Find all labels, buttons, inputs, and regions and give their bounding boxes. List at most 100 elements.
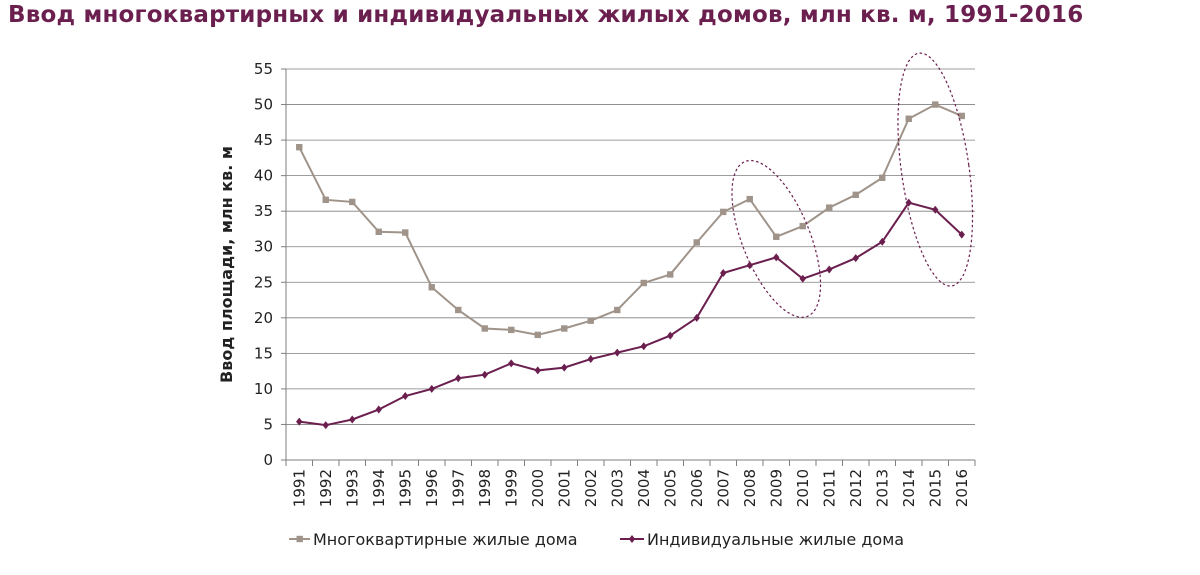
x-tick-label: 1996 (423, 469, 441, 507)
x-tick-label: 2003 (608, 469, 626, 507)
data-point (402, 229, 409, 236)
x-tick-labels: 1991 1992 1993 1994 1995 1996 1997 1998 1999 2000… (290, 469, 971, 507)
data-point (826, 204, 833, 211)
data-point (932, 205, 939, 214)
x-tick-label: 2013 (873, 469, 891, 507)
y-tick-labels: 0 5 10 15 20 25 30 35 40 45 50 55 (254, 60, 273, 469)
x-tick-label: 2007 (714, 469, 732, 507)
y-tick-label: 35 (254, 202, 273, 220)
data-point (534, 366, 541, 375)
x-tick-label: 1992 (317, 469, 335, 507)
data-point (905, 115, 912, 122)
y-tick-label: 20 (254, 309, 273, 327)
data-point (614, 306, 621, 314)
y-tick-label: 30 (254, 238, 273, 256)
x-tick-label: 2009 (767, 469, 785, 507)
data-point (587, 355, 594, 364)
y-tick-label: 25 (254, 273, 273, 291)
data-point (799, 274, 806, 283)
data-point (455, 306, 462, 314)
legend-marker-diamond (628, 535, 636, 543)
data-point (402, 392, 409, 401)
x-tick-label: 1991 (290, 469, 308, 507)
data-point (296, 417, 303, 426)
x-tick-label: 2001 (555, 469, 573, 507)
legend-label: Индивидуальные жилые дома (647, 530, 904, 549)
data-point (561, 363, 568, 372)
series-line (298, 103, 963, 336)
data-point (428, 284, 435, 291)
data-point (455, 374, 462, 383)
series-line (299, 201, 963, 427)
data-point (322, 196, 329, 204)
x-tick-label: 2011 (820, 469, 838, 507)
data-point (375, 228, 382, 235)
data-point (852, 254, 859, 263)
x-tick-label: 1994 (370, 469, 388, 507)
data-point (587, 317, 594, 324)
data-point (640, 279, 647, 287)
annotations (731, 52, 974, 318)
x-tick-label: 2012 (847, 469, 865, 507)
data-point (508, 359, 515, 368)
highlight-ellipse (731, 159, 822, 318)
data-point (746, 195, 753, 203)
x-tick-label: 2016 (953, 469, 971, 507)
x-tick-label: 1998 (476, 469, 494, 507)
data-point (879, 174, 886, 181)
data-point (349, 198, 356, 206)
data-point (852, 191, 859, 199)
x-tick-label: 2005 (661, 469, 679, 507)
data-point (481, 370, 488, 379)
data-point (879, 237, 886, 246)
y-tick-label: 10 (254, 380, 273, 398)
x-tick-label: 2015 (926, 469, 944, 507)
x-tick-label: 2014 (900, 469, 918, 507)
highlight-ellipse (897, 52, 974, 287)
series-2 (296, 198, 965, 430)
data-point (349, 415, 356, 424)
data-point (720, 208, 727, 216)
legend-item-series-1: Многоквартирные жилые дома (289, 530, 578, 549)
y-tick-label: 15 (254, 344, 273, 362)
data-point (561, 325, 568, 332)
x-tick-label: 2002 (582, 469, 600, 507)
y-tick-label: 5 (263, 415, 273, 433)
x-tick-label: 1999 (502, 469, 520, 507)
x-tick-label: 1993 (343, 469, 361, 507)
legend-label: Многоквартирные жилые дома (313, 530, 578, 549)
y-tick-label: 40 (254, 167, 273, 185)
data-point (826, 265, 833, 274)
y-tick-label: 50 (254, 96, 273, 114)
data-point (958, 230, 965, 239)
x-tick-label: 2000 (529, 469, 547, 507)
x-tick-label: 2004 (635, 469, 653, 507)
data-point (481, 325, 488, 332)
data-point (958, 112, 965, 120)
data-point (932, 101, 939, 108)
data-point (640, 342, 647, 351)
data-point (296, 144, 303, 151)
x-tick-label: 2006 (688, 469, 706, 507)
x-tick-label: 1997 (449, 469, 467, 507)
y-axis-title: Ввод площади, млн кв. м (217, 146, 236, 383)
chart-title: Ввод многоквартирных и индивидуальных жи… (8, 2, 1084, 28)
data-point (508, 326, 515, 334)
x-tick-label: 2008 (741, 469, 759, 507)
data-point (693, 313, 700, 322)
data-point (720, 269, 727, 278)
data-point (428, 384, 435, 393)
y-tick-label: 45 (254, 131, 273, 149)
series-1 (296, 101, 965, 339)
axes (281, 68, 976, 466)
series-lines (296, 101, 965, 430)
gridlines (286, 68, 975, 425)
x-tick-label: 1995 (396, 469, 414, 507)
data-point (534, 331, 541, 339)
data-point (773, 233, 780, 240)
data-point (773, 253, 780, 262)
data-point (322, 421, 329, 430)
legend-item-series-2: Индивидуальные жилые дома (620, 530, 904, 549)
data-point (667, 331, 674, 340)
